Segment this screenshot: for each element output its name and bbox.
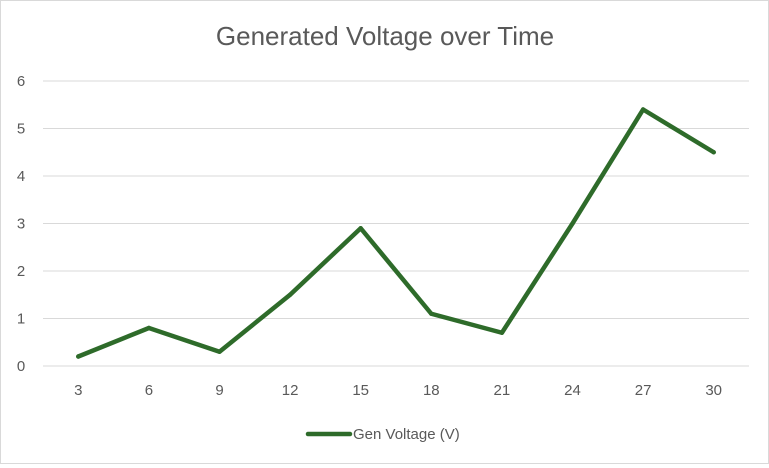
y-axis-tick-labels: 0 1 2 3 4 5 6: [17, 73, 25, 375]
y-tick-label: 6: [17, 73, 25, 90]
x-tick-label: 30: [705, 382, 722, 399]
y-tick-label: 2: [17, 263, 25, 280]
chart-title: Generated Voltage over Time: [216, 21, 554, 51]
data-point: [499, 330, 505, 335]
y-tick-label: 3: [17, 216, 25, 233]
data-point: [217, 349, 222, 354]
x-tick-label: 15: [352, 382, 369, 399]
x-tick-label: 3: [74, 382, 82, 399]
x-tick-label: 27: [635, 382, 652, 399]
y-tick-label: 0: [17, 358, 25, 375]
y-tick-label: 1: [17, 311, 25, 328]
x-tick-label: 12: [282, 382, 299, 399]
data-point: [570, 221, 575, 226]
y-tick-label: 5: [17, 121, 25, 138]
legend: Gen Voltage (V): [305, 426, 460, 443]
y-tick-label: 4: [17, 168, 25, 185]
data-point: [711, 150, 716, 155]
data-point: [146, 325, 152, 331]
data-point: [429, 311, 434, 316]
data-point: [76, 354, 81, 359]
series-line-gen-voltage: [76, 107, 716, 359]
data-point: [358, 226, 363, 231]
x-tick-label: 9: [215, 382, 223, 399]
x-tick-label: 6: [145, 382, 153, 399]
data-point: [640, 107, 646, 112]
series-lines: [76, 107, 716, 359]
legend-label: Gen Voltage (V): [353, 426, 460, 443]
data-point: [287, 292, 293, 297]
x-axis-tick-labels: 3 6 9 12 15 18 21 24 27 30: [74, 382, 722, 399]
x-tick-label: 21: [494, 382, 511, 399]
x-tick-label: 18: [423, 382, 440, 399]
x-tick-label: 24: [564, 382, 581, 399]
gridlines: [43, 80, 749, 367]
